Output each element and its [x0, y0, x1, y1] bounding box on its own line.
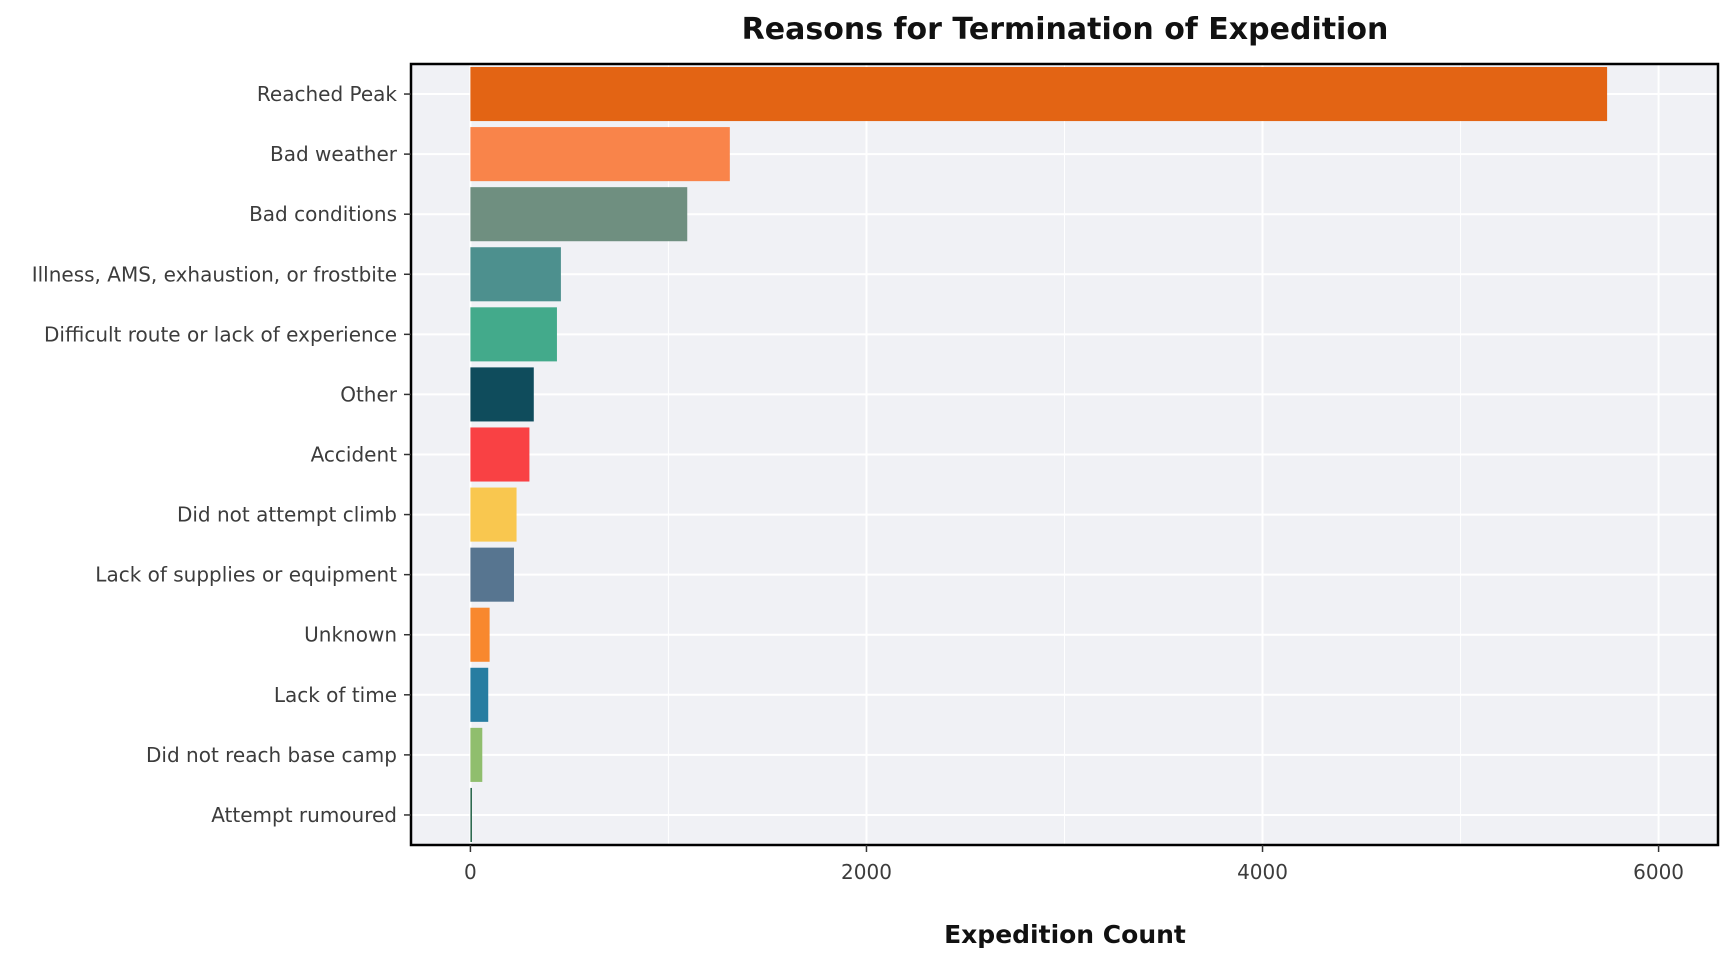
x-axis-ticks: 0 2000 4000 6000 — [464, 845, 1684, 884]
x-tick-label: 0 — [464, 860, 477, 884]
bar — [470, 547, 514, 602]
bar — [470, 367, 534, 422]
category-label: Bad conditions — [249, 202, 397, 226]
bar — [470, 127, 730, 182]
x-tick-label: 6000 — [1633, 860, 1684, 884]
category-label: Did not reach base camp — [146, 743, 397, 767]
x-axis-title: Expedition Count — [944, 920, 1186, 949]
bar — [470, 247, 561, 302]
category-label: Did not attempt climb — [177, 503, 397, 527]
category-label: Lack of time — [274, 683, 397, 707]
bar — [470, 607, 490, 662]
x-tick-label: 4000 — [1237, 860, 1288, 884]
bar — [470, 487, 517, 542]
bar — [470, 667, 489, 722]
category-label: Bad weather — [270, 142, 398, 166]
x-tick-label: 2000 — [841, 860, 892, 884]
bar — [470, 67, 1608, 122]
bar — [470, 307, 557, 362]
category-label: Lack of supplies or equipment — [95, 563, 397, 587]
category-labels: Reached Peak Bad weather Bad conditions Ill… — [32, 82, 411, 827]
category-label: Illness, AMS, exhaustion, or frostbite — [32, 262, 397, 286]
bar — [470, 187, 688, 242]
bar — [470, 427, 530, 482]
bar — [470, 727, 483, 782]
category-label: Other — [340, 382, 398, 406]
category-label: Attempt rumoured — [211, 803, 397, 827]
category-label: Reached Peak — [257, 82, 397, 106]
category-label: Unknown — [304, 623, 397, 647]
category-label: Accident — [311, 443, 398, 467]
category-label: Difficult route or lack of experience — [44, 322, 397, 346]
bar — [470, 787, 472, 842]
chart-title: Reasons for Termination of Expedition — [742, 12, 1389, 47]
plot-area — [409, 62, 1720, 847]
